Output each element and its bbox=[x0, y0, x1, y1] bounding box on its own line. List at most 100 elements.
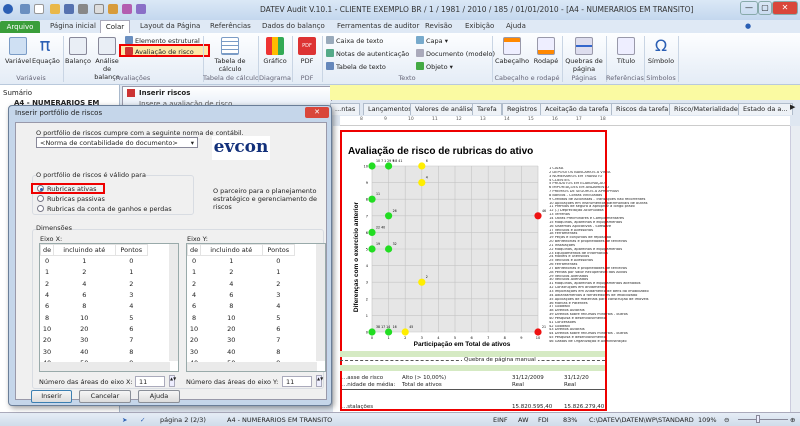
table-cell[interactable]: 6 bbox=[44, 302, 50, 311]
table-cell[interactable]: 30 bbox=[80, 336, 89, 345]
cabecalho-button[interactable]: Cabeçalho bbox=[494, 37, 530, 65]
column-header[interactable]: incluindo até bbox=[53, 244, 116, 256]
toolbar-icon[interactable] bbox=[108, 4, 118, 14]
print-preview-icon[interactable] bbox=[94, 4, 104, 14]
table-cell[interactable]: 5 bbox=[276, 313, 281, 322]
table-cell[interactable]: 8 bbox=[129, 347, 134, 356]
radio-rubricas-ativas[interactable] bbox=[37, 185, 44, 192]
pdf-button[interactable]: PDF PDF bbox=[294, 37, 320, 65]
table-cell[interactable]: 1 bbox=[229, 257, 234, 266]
table-row[interactable]: 8 10 5 bbox=[188, 312, 295, 323]
table-cell[interactable]: 2 bbox=[191, 279, 197, 288]
table-row[interactable]: 6 8 4 bbox=[41, 301, 148, 312]
tab-ajuda[interactable]: Ajuda bbox=[506, 22, 526, 30]
vertical-scrollbar[interactable] bbox=[169, 244, 178, 361]
zoom-slider-thumb[interactable] bbox=[756, 415, 761, 423]
analise-balanco-button[interactable]: Análise de balanço bbox=[92, 37, 122, 81]
new-document-icon[interactable] bbox=[34, 4, 44, 14]
table-cell[interactable]: 4 bbox=[129, 302, 134, 311]
stepper-arrows-icon[interactable]: ▲▼ bbox=[316, 375, 323, 387]
documento-modelo-button[interactable]: Documento (modelo) bbox=[416, 49, 495, 58]
table-cell[interactable]: 40 bbox=[80, 347, 89, 356]
table-cell[interactable]: 10 bbox=[227, 313, 236, 322]
table-cell[interactable]: 3 bbox=[129, 291, 134, 300]
cancel-button[interactable]: Cancelar bbox=[79, 390, 131, 403]
zoom-slider[interactable] bbox=[738, 419, 788, 420]
zoom-out-icon[interactable]: ⊖ bbox=[724, 416, 730, 424]
tab-exibicao[interactable]: Exibição bbox=[465, 22, 495, 30]
table-row[interactable]: 2 4 2 bbox=[41, 278, 148, 289]
doc-tab[interactable]: Risco/Materialidade bbox=[669, 103, 743, 115]
close-button[interactable]: ✕ bbox=[772, 1, 798, 15]
table-cell[interactable]: 4 bbox=[229, 279, 234, 288]
radio-rubricas-ganhos-perdas[interactable] bbox=[37, 205, 44, 212]
table-row[interactable]: 1 2 1 bbox=[188, 267, 295, 278]
table-cell[interactable]: 6 bbox=[191, 302, 197, 311]
dialog-close-button[interactable]: ✕ bbox=[305, 107, 329, 118]
elemento-estrutural-button[interactable]: Elemento estrutural bbox=[125, 36, 200, 45]
table-row[interactable]: 4 6 3 bbox=[188, 289, 295, 300]
simbolo-button[interactable]: Ω Símbolo bbox=[647, 36, 675, 66]
table-cell[interactable]: 1 bbox=[82, 257, 87, 266]
structure-icon[interactable] bbox=[122, 4, 132, 14]
table-cell[interactable]: 1 bbox=[44, 268, 50, 277]
table-row[interactable]: 20 30 7 bbox=[41, 335, 148, 346]
table-cell[interactable]: 7 bbox=[276, 336, 281, 345]
table-cell[interactable]: 4 bbox=[82, 279, 87, 288]
column-header[interactable]: de bbox=[39, 244, 55, 256]
status-aw[interactable]: AW bbox=[518, 416, 529, 424]
caixa-texto-button[interactable]: Caixa de texto bbox=[326, 36, 383, 45]
rodape-button[interactable]: Rodapé bbox=[532, 37, 560, 65]
table-cell[interactable]: 30 bbox=[227, 336, 236, 345]
table-row[interactable]: 10 20 6 bbox=[41, 323, 148, 334]
variavel-button[interactable]: Variável bbox=[4, 37, 32, 65]
zoom-in-icon[interactable]: ⊕ bbox=[790, 416, 796, 424]
balanco-button[interactable]: Balanço bbox=[64, 37, 92, 65]
save-icon[interactable] bbox=[64, 4, 74, 14]
quebras-pagina-button[interactable]: Quebras de página bbox=[564, 37, 604, 73]
table-cell[interactable]: 3 bbox=[276, 291, 281, 300]
table-cell[interactable]: 30 bbox=[42, 347, 52, 356]
stepper-arrows-icon[interactable]: ▲▼ bbox=[169, 375, 176, 387]
table-cell[interactable]: 0 bbox=[129, 257, 134, 266]
capa-button[interactable]: Capa ▾ bbox=[416, 36, 448, 45]
table-cell[interactable]: 2 bbox=[276, 279, 281, 288]
table-row[interactable]: 1 2 1 bbox=[41, 267, 148, 278]
table-cell[interactable]: 8 bbox=[82, 302, 87, 311]
table-row[interactable]: 10 20 6 bbox=[188, 323, 295, 334]
status-fdi[interactable]: FDI bbox=[538, 416, 549, 424]
status-einf[interactable]: EINF bbox=[493, 416, 508, 424]
areas-x-stepper[interactable]: 11 bbox=[135, 376, 165, 387]
vertical-scrollbar[interactable] bbox=[790, 126, 800, 412]
radio-rubricas-passivas[interactable] bbox=[37, 195, 44, 202]
open-folder-icon[interactable] bbox=[50, 4, 60, 14]
network-icon[interactable] bbox=[136, 4, 146, 14]
table-row[interactable]: 20 30 7 bbox=[188, 335, 295, 346]
tab-arquivo[interactable]: Arquivo bbox=[0, 21, 40, 33]
table-row[interactable]: 0 1 0 bbox=[188, 256, 295, 267]
insert-button[interactable]: Inserir bbox=[31, 390, 72, 403]
table-cell[interactable]: 2 bbox=[44, 279, 50, 288]
table-cell[interactable]: 0 bbox=[191, 257, 197, 266]
table-cell[interactable]: 20 bbox=[80, 324, 89, 333]
titulo-button[interactable]: Título bbox=[608, 37, 644, 65]
table-cell[interactable]: 10 bbox=[189, 324, 199, 333]
table-cell[interactable]: 0 bbox=[44, 257, 50, 266]
doc-tab[interactable]: Tarefa bbox=[472, 103, 502, 115]
tab-ferramentas[interactable]: Ferramentas de auditor bbox=[337, 22, 420, 30]
table-cell[interactable]: 10 bbox=[42, 324, 52, 333]
horizontal-scrollbar[interactable] bbox=[187, 362, 317, 371]
axis-x-grid[interactable]: de incluindo até Pontos 0 1 0 1 2 1 2 4 2 4 6 3 6 8 4 8 10 5… bbox=[39, 243, 179, 372]
table-cell[interactable]: 1 bbox=[276, 268, 281, 277]
horizontal-scrollbar[interactable] bbox=[40, 362, 170, 371]
table-cell[interactable]: 8 bbox=[191, 313, 197, 322]
tabs-scroll-right-icon[interactable]: ▶ bbox=[790, 103, 796, 111]
table-cell[interactable]: 10 bbox=[80, 313, 89, 322]
axis-y-grid[interactable]: de incluindo até Pontos 0 1 0 1 2 1 2 4 2 4 6 3 6 8 4 8 10 5… bbox=[186, 243, 326, 372]
print-icon[interactable] bbox=[78, 4, 88, 14]
table-cell[interactable]: 6 bbox=[276, 324, 281, 333]
tab-dados-balanco[interactable]: Dados do balanço bbox=[262, 22, 325, 30]
table-row[interactable]: 30 40 8 bbox=[41, 346, 148, 357]
table-cell[interactable]: 0 bbox=[276, 257, 281, 266]
table-cell[interactable]: 8 bbox=[44, 313, 50, 322]
